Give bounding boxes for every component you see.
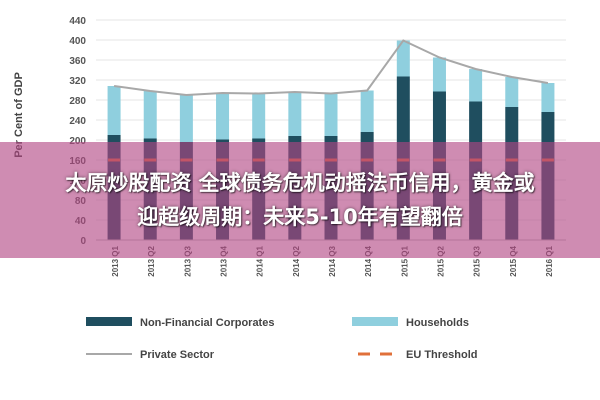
y-tick-label: 360 — [69, 56, 86, 67]
bar-households — [288, 92, 302, 136]
x-tick-label: 2013 Q3 — [183, 245, 192, 276]
x-tick-label: 2015 Q4 — [509, 245, 518, 276]
y-tick-label: 200 — [69, 136, 86, 147]
bar-households — [469, 69, 483, 102]
y-tick-label: 280 — [69, 96, 86, 107]
bar-households — [107, 86, 121, 135]
legend-label: Non-Financial Corporates — [140, 317, 274, 329]
bar-households — [360, 90, 374, 132]
x-tick-label: 2014 Q3 — [328, 245, 337, 276]
bar-households — [216, 93, 230, 140]
bar-households — [324, 93, 338, 136]
x-tick-label: 2014 Q1 — [256, 245, 265, 276]
bar-households — [252, 93, 266, 139]
bar-households — [432, 57, 446, 92]
x-tick-label: 2014 Q4 — [364, 245, 373, 276]
x-tick-label: 2015 Q2 — [436, 245, 445, 276]
bar-households — [505, 77, 519, 107]
bar-households — [179, 95, 193, 142]
x-tick-label: 2015 Q3 — [473, 245, 482, 276]
legend-label: Households — [406, 317, 469, 329]
x-tick-label: 2013 Q4 — [220, 245, 229, 276]
x-tick-label: 2013 Q2 — [147, 245, 156, 276]
legend-swatch — [352, 317, 398, 326]
x-tick-label: 2013 Q1 — [111, 245, 120, 276]
y-tick-label: 320 — [69, 76, 86, 87]
overlay-headline-line-2: 迎超级周期：未来5-10年有望翻倍 — [137, 205, 463, 229]
legend-label: EU Threshold — [406, 349, 478, 361]
x-tick-label: 2015 Q1 — [400, 245, 409, 276]
y-tick-label: 440 — [69, 16, 86, 27]
x-tick-label: 2016 Q1 — [545, 245, 554, 276]
bar-households — [143, 91, 157, 139]
line-private-sector — [113, 39, 549, 97]
y-axis-label: Per Cent of GDP — [13, 72, 25, 158]
legend-swatch — [86, 317, 132, 326]
legend: Non-Financial Corporates Households Privat… — [86, 317, 478, 361]
overlay-headline-line-1: 太原炒股配资 全球债务危机动摇法币信用，黄金或 — [65, 171, 535, 195]
y-tick-label: 400 — [69, 36, 86, 47]
legend-label: Private Sector — [140, 349, 215, 361]
bar-households — [541, 83, 555, 112]
x-tick-label: 2014 Q2 — [292, 245, 301, 276]
y-tick-label: 240 — [69, 116, 86, 127]
overlay-banner: 太原炒股配资 全球债务危机动摇法币信用，黄金或 迎超级周期：未来5-10年有望翻… — [0, 142, 600, 258]
bar-households — [396, 40, 410, 77]
